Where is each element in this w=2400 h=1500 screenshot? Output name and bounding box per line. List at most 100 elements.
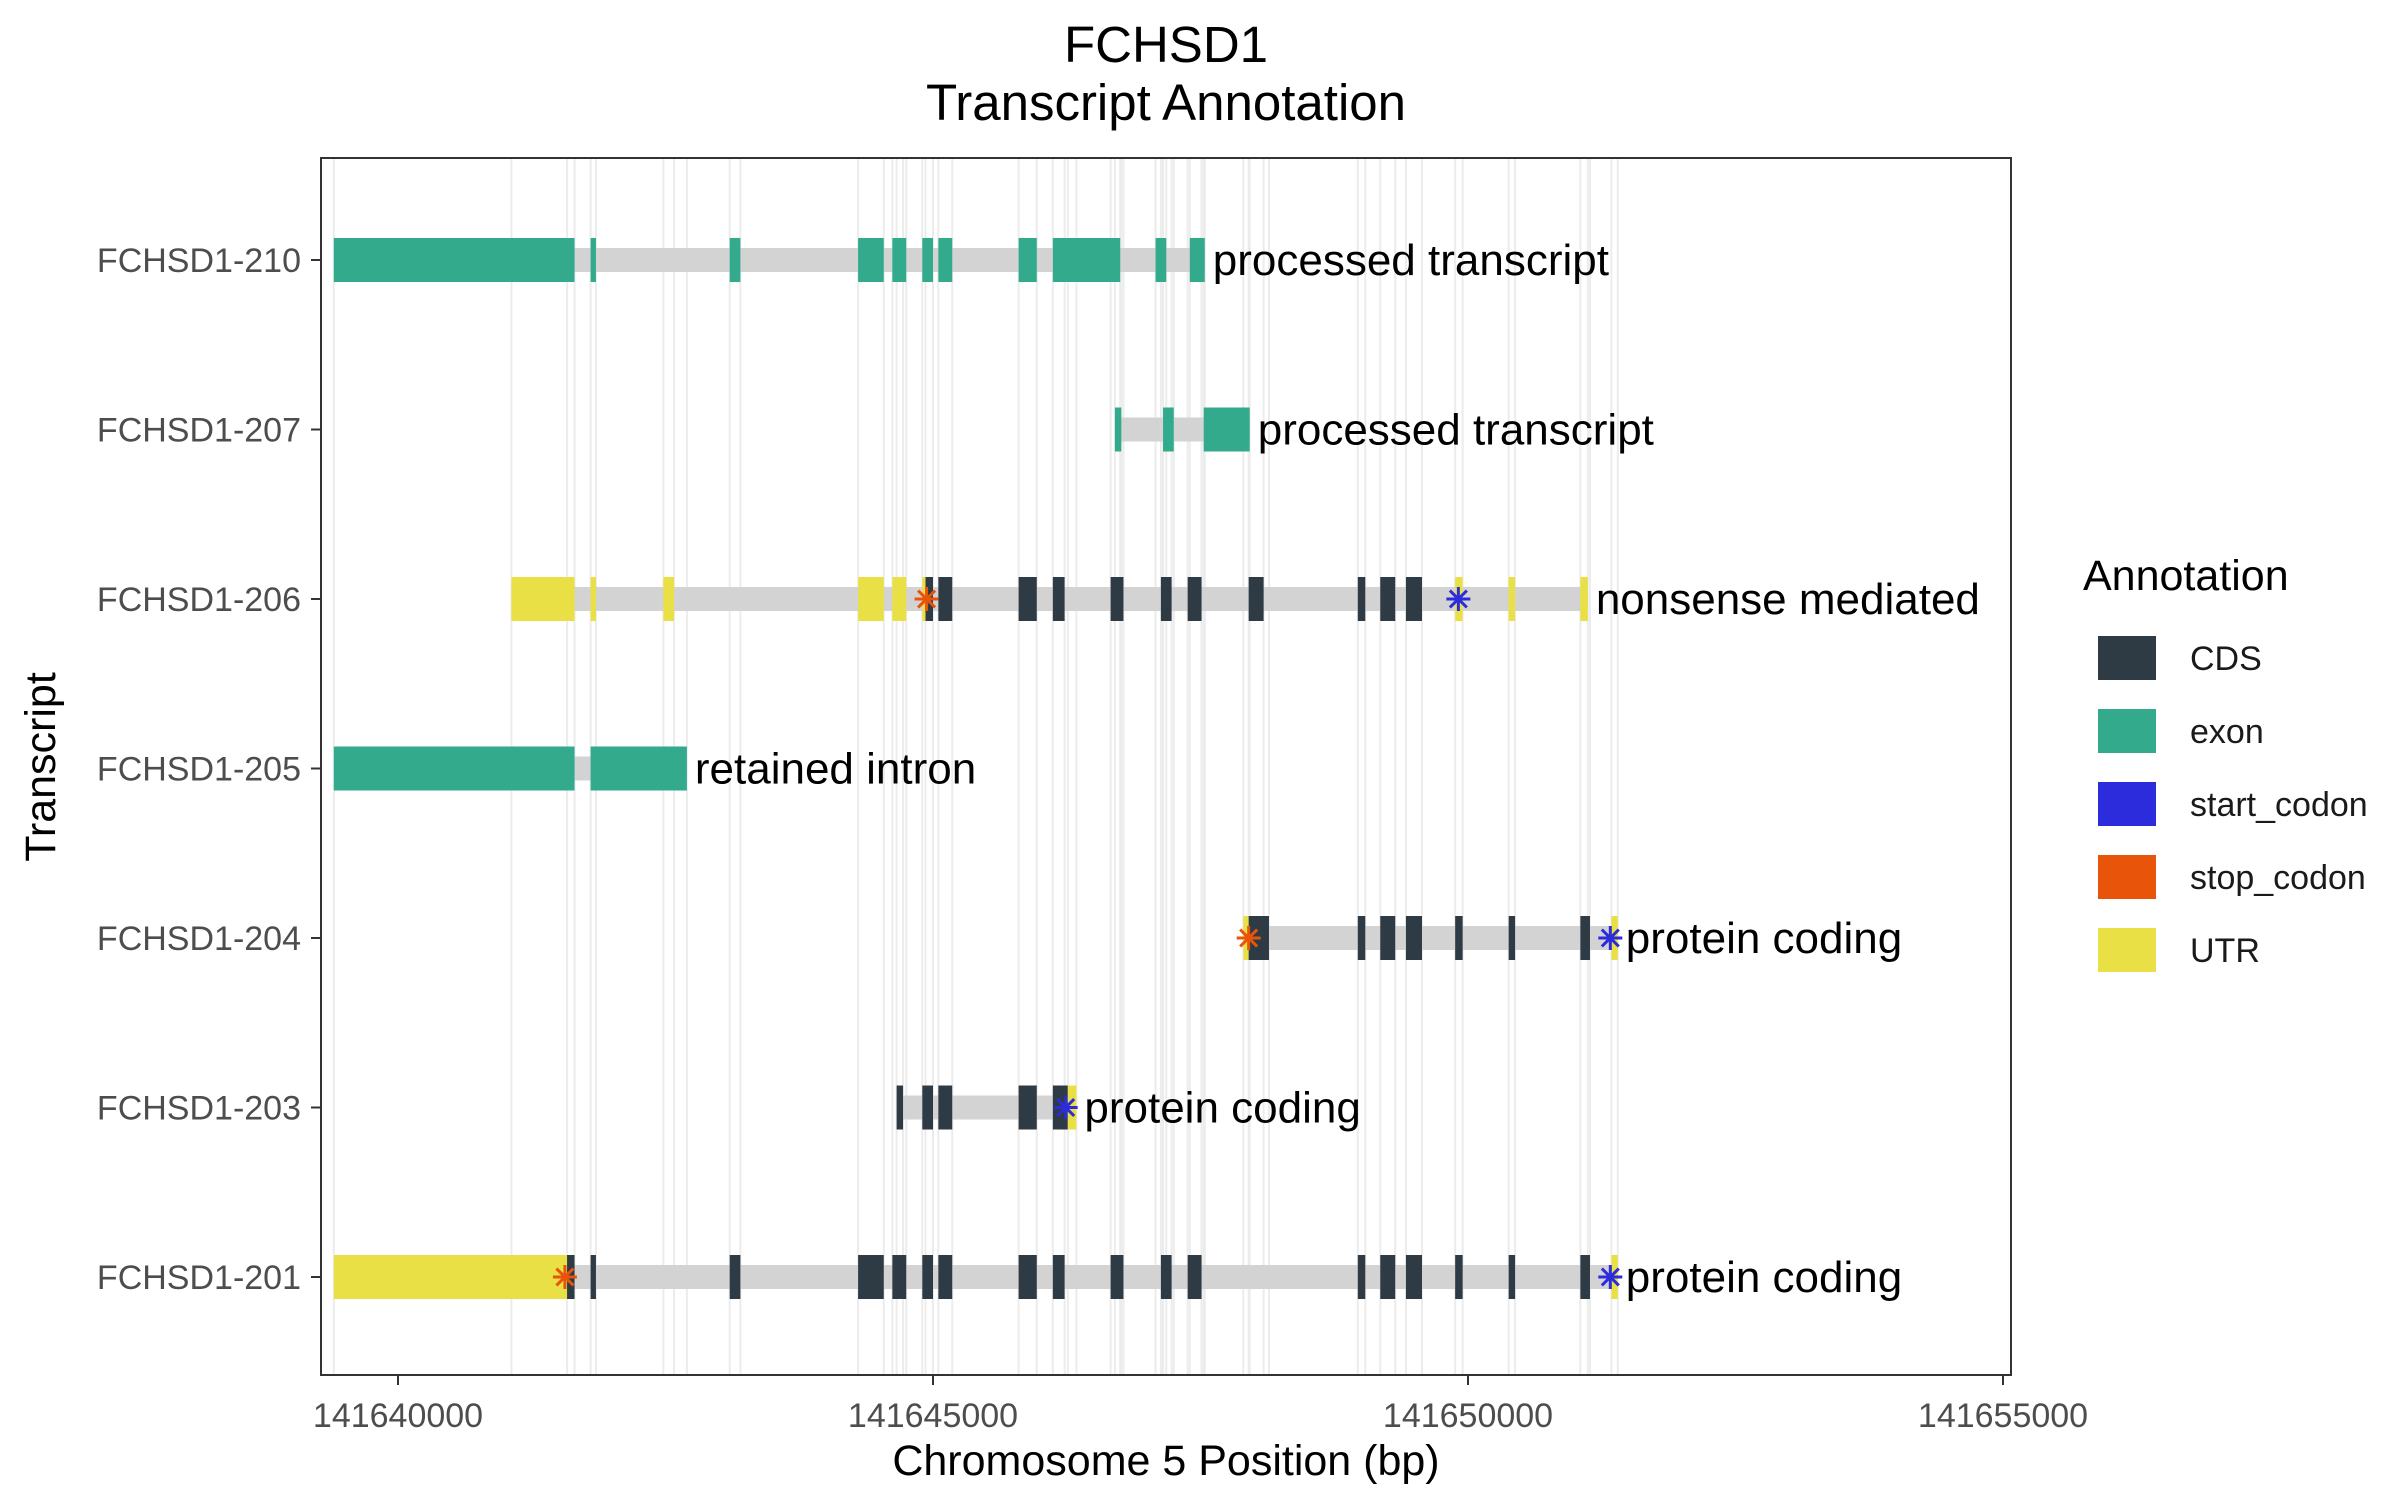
transcript-tracks: processed transcript processed transcript… xyxy=(333,236,1980,1302)
legend-item-stop-codon: stop_codon xyxy=(2098,855,2366,899)
legend-swatch xyxy=(2098,928,2156,972)
transcript-track: protein coding xyxy=(1236,914,1902,963)
exon-block xyxy=(1203,407,1250,452)
cds-block xyxy=(1187,577,1202,621)
cds-block xyxy=(1380,916,1396,960)
biotype-label: nonsense mediated xyxy=(1596,575,1980,624)
exon-block xyxy=(892,238,907,282)
start-codon-marker xyxy=(1053,1095,1078,1120)
exon-block xyxy=(590,238,596,282)
y-tick-label: FCHSD1-201 xyxy=(97,1259,301,1297)
cds-block xyxy=(858,1255,884,1299)
grid-lines xyxy=(332,158,1619,1375)
exon-block xyxy=(1189,238,1205,282)
chart-subtitle: Transcript Annotation xyxy=(926,74,1406,131)
legend-swatch xyxy=(2098,636,2156,680)
cds-block xyxy=(1405,577,1422,621)
x-tick-label: 141655000 xyxy=(1918,1397,2088,1435)
transcript-track: protein coding xyxy=(333,1253,1902,1302)
cds-block xyxy=(938,577,953,621)
legend-swatch xyxy=(2098,782,2156,826)
biotype-label: protein coding xyxy=(1626,1253,1902,1302)
cds-block xyxy=(1357,916,1366,960)
utr-block xyxy=(511,577,575,621)
cds-block xyxy=(1357,577,1366,621)
exon-block xyxy=(1155,238,1167,282)
cds-block xyxy=(1405,916,1422,960)
exon-block xyxy=(1114,407,1122,452)
x-axis-title: Chromosome 5 Position (bp) xyxy=(892,1437,1439,1485)
cds-block xyxy=(1018,1085,1037,1130)
utr-block xyxy=(1508,577,1516,621)
transcript-track: nonsense mediated xyxy=(511,575,1980,624)
cds-block xyxy=(590,1255,596,1299)
y-tick-label: FCHSD1-207 xyxy=(97,412,301,450)
cds-block xyxy=(1455,1255,1463,1299)
x-tick-label: 141645000 xyxy=(848,1397,1018,1435)
exon-block xyxy=(729,238,741,282)
y-axis-title: Transcript xyxy=(17,672,65,862)
cds-block xyxy=(922,1085,933,1130)
axes: FCHSD1-210 FCHSD1-207 FCHSD1-206 FCHSD1-205… xyxy=(97,242,2088,1435)
x-tick-label: 141640000 xyxy=(313,1397,483,1435)
exon-block xyxy=(858,238,884,282)
start-codon-marker xyxy=(1598,1265,1623,1289)
transcript-track: retained intron xyxy=(333,745,976,794)
biotype-label: processed transcript xyxy=(1213,236,1609,285)
y-tick-label: FCHSD1-206 xyxy=(97,581,301,619)
start-codon-marker xyxy=(1446,587,1471,611)
cds-block xyxy=(1455,916,1463,960)
exon-block xyxy=(922,238,933,282)
legend-item-start-codon: start_codon xyxy=(2098,782,2368,826)
exon-block xyxy=(333,238,575,282)
exon-block xyxy=(333,746,575,791)
cds-block xyxy=(1357,1255,1366,1299)
legend-swatch xyxy=(2098,855,2156,899)
cds-block xyxy=(938,1085,953,1130)
legend-label: UTR xyxy=(2190,932,2260,970)
exon-block xyxy=(938,238,953,282)
cds-block xyxy=(1110,1255,1124,1299)
legend-label: exon xyxy=(2190,713,2264,751)
utr-block xyxy=(333,1255,568,1299)
y-tick-label: FCHSD1-204 xyxy=(97,920,301,958)
utr-block xyxy=(1580,577,1588,621)
cds-block xyxy=(729,1255,741,1299)
cds-block xyxy=(1380,1255,1396,1299)
transcript-track: processed transcript xyxy=(1114,406,1654,455)
cds-block xyxy=(1405,1255,1422,1299)
biotype-label: protein coding xyxy=(1084,1084,1360,1133)
cds-block xyxy=(1160,577,1172,621)
cds-block xyxy=(1580,916,1590,960)
legend-label: start_codon xyxy=(2190,786,2368,824)
start-codon-marker xyxy=(1598,926,1623,950)
legend-label: stop_codon xyxy=(2190,859,2366,897)
cds-block xyxy=(1187,1255,1202,1299)
legend-item-UTR: UTR xyxy=(2098,928,2260,972)
cds-block xyxy=(938,1255,953,1299)
utr-block xyxy=(892,577,907,621)
legend-title: Annotation xyxy=(2083,552,2289,600)
plot-panel-border xyxy=(320,157,2012,1376)
y-tick-label: FCHSD1-205 xyxy=(97,751,301,789)
transcript-track: protein coding xyxy=(896,1084,1361,1133)
cds-block xyxy=(1380,577,1396,621)
biotype-label: retained intron xyxy=(695,745,976,794)
cds-block xyxy=(1110,577,1124,621)
cds-block xyxy=(1580,1255,1590,1299)
cds-block xyxy=(1160,1255,1172,1299)
chart-title: FCHSD1 xyxy=(1064,16,1268,73)
cds-block xyxy=(1018,577,1037,621)
stop-codon-marker xyxy=(552,1265,577,1289)
cds-block xyxy=(1052,577,1065,621)
exon-block xyxy=(590,746,687,791)
cds-block xyxy=(1018,1255,1037,1299)
cds-block xyxy=(1508,1255,1516,1299)
legend-item-CDS: CDS xyxy=(2098,636,2262,680)
cds-block xyxy=(892,1255,907,1299)
cds-block xyxy=(896,1085,904,1130)
intron-line xyxy=(1243,926,1618,950)
legend-item-exon: exon xyxy=(2098,709,2264,753)
biotype-label: processed transcript xyxy=(1258,406,1654,455)
